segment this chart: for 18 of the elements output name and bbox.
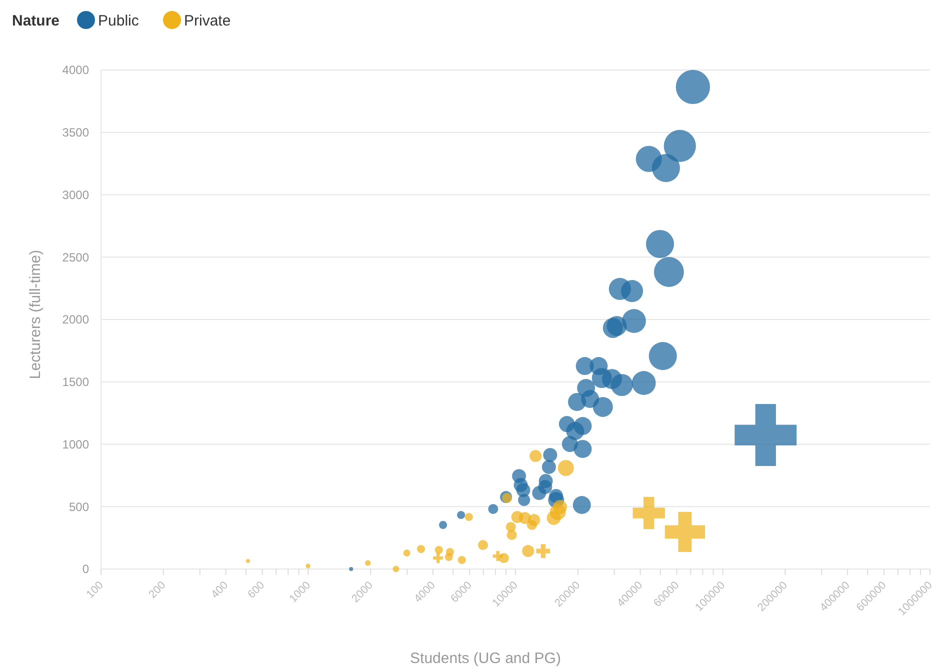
y-tick-label: 2500 <box>62 250 90 264</box>
y-tick-label: 500 <box>68 500 90 514</box>
y-tick-label: 3500 <box>62 126 90 140</box>
y-tick-label: 3000 <box>62 188 90 202</box>
x-tick-label: 400 <box>209 579 231 601</box>
x-axis-title: Students (UG and PG) <box>410 650 561 667</box>
y-axis-title: Lecturers (full-time) <box>27 250 44 380</box>
y-tick-label: 4000 <box>62 63 90 78</box>
x-tick-label: 100 <box>84 579 106 601</box>
legend-title: Nature <box>12 12 60 30</box>
y-tick-label: 1500 <box>62 375 90 390</box>
y-tick-label: 0 <box>82 562 90 576</box>
x-tick-label: 600 <box>246 579 268 601</box>
legend-label: Public <box>98 12 140 30</box>
y-tick-label: 1000 <box>62 437 90 452</box>
y-tick-label: 2000 <box>62 312 90 327</box>
x-tick-label: 200 <box>146 579 168 601</box>
legend-label: Private <box>184 12 231 30</box>
